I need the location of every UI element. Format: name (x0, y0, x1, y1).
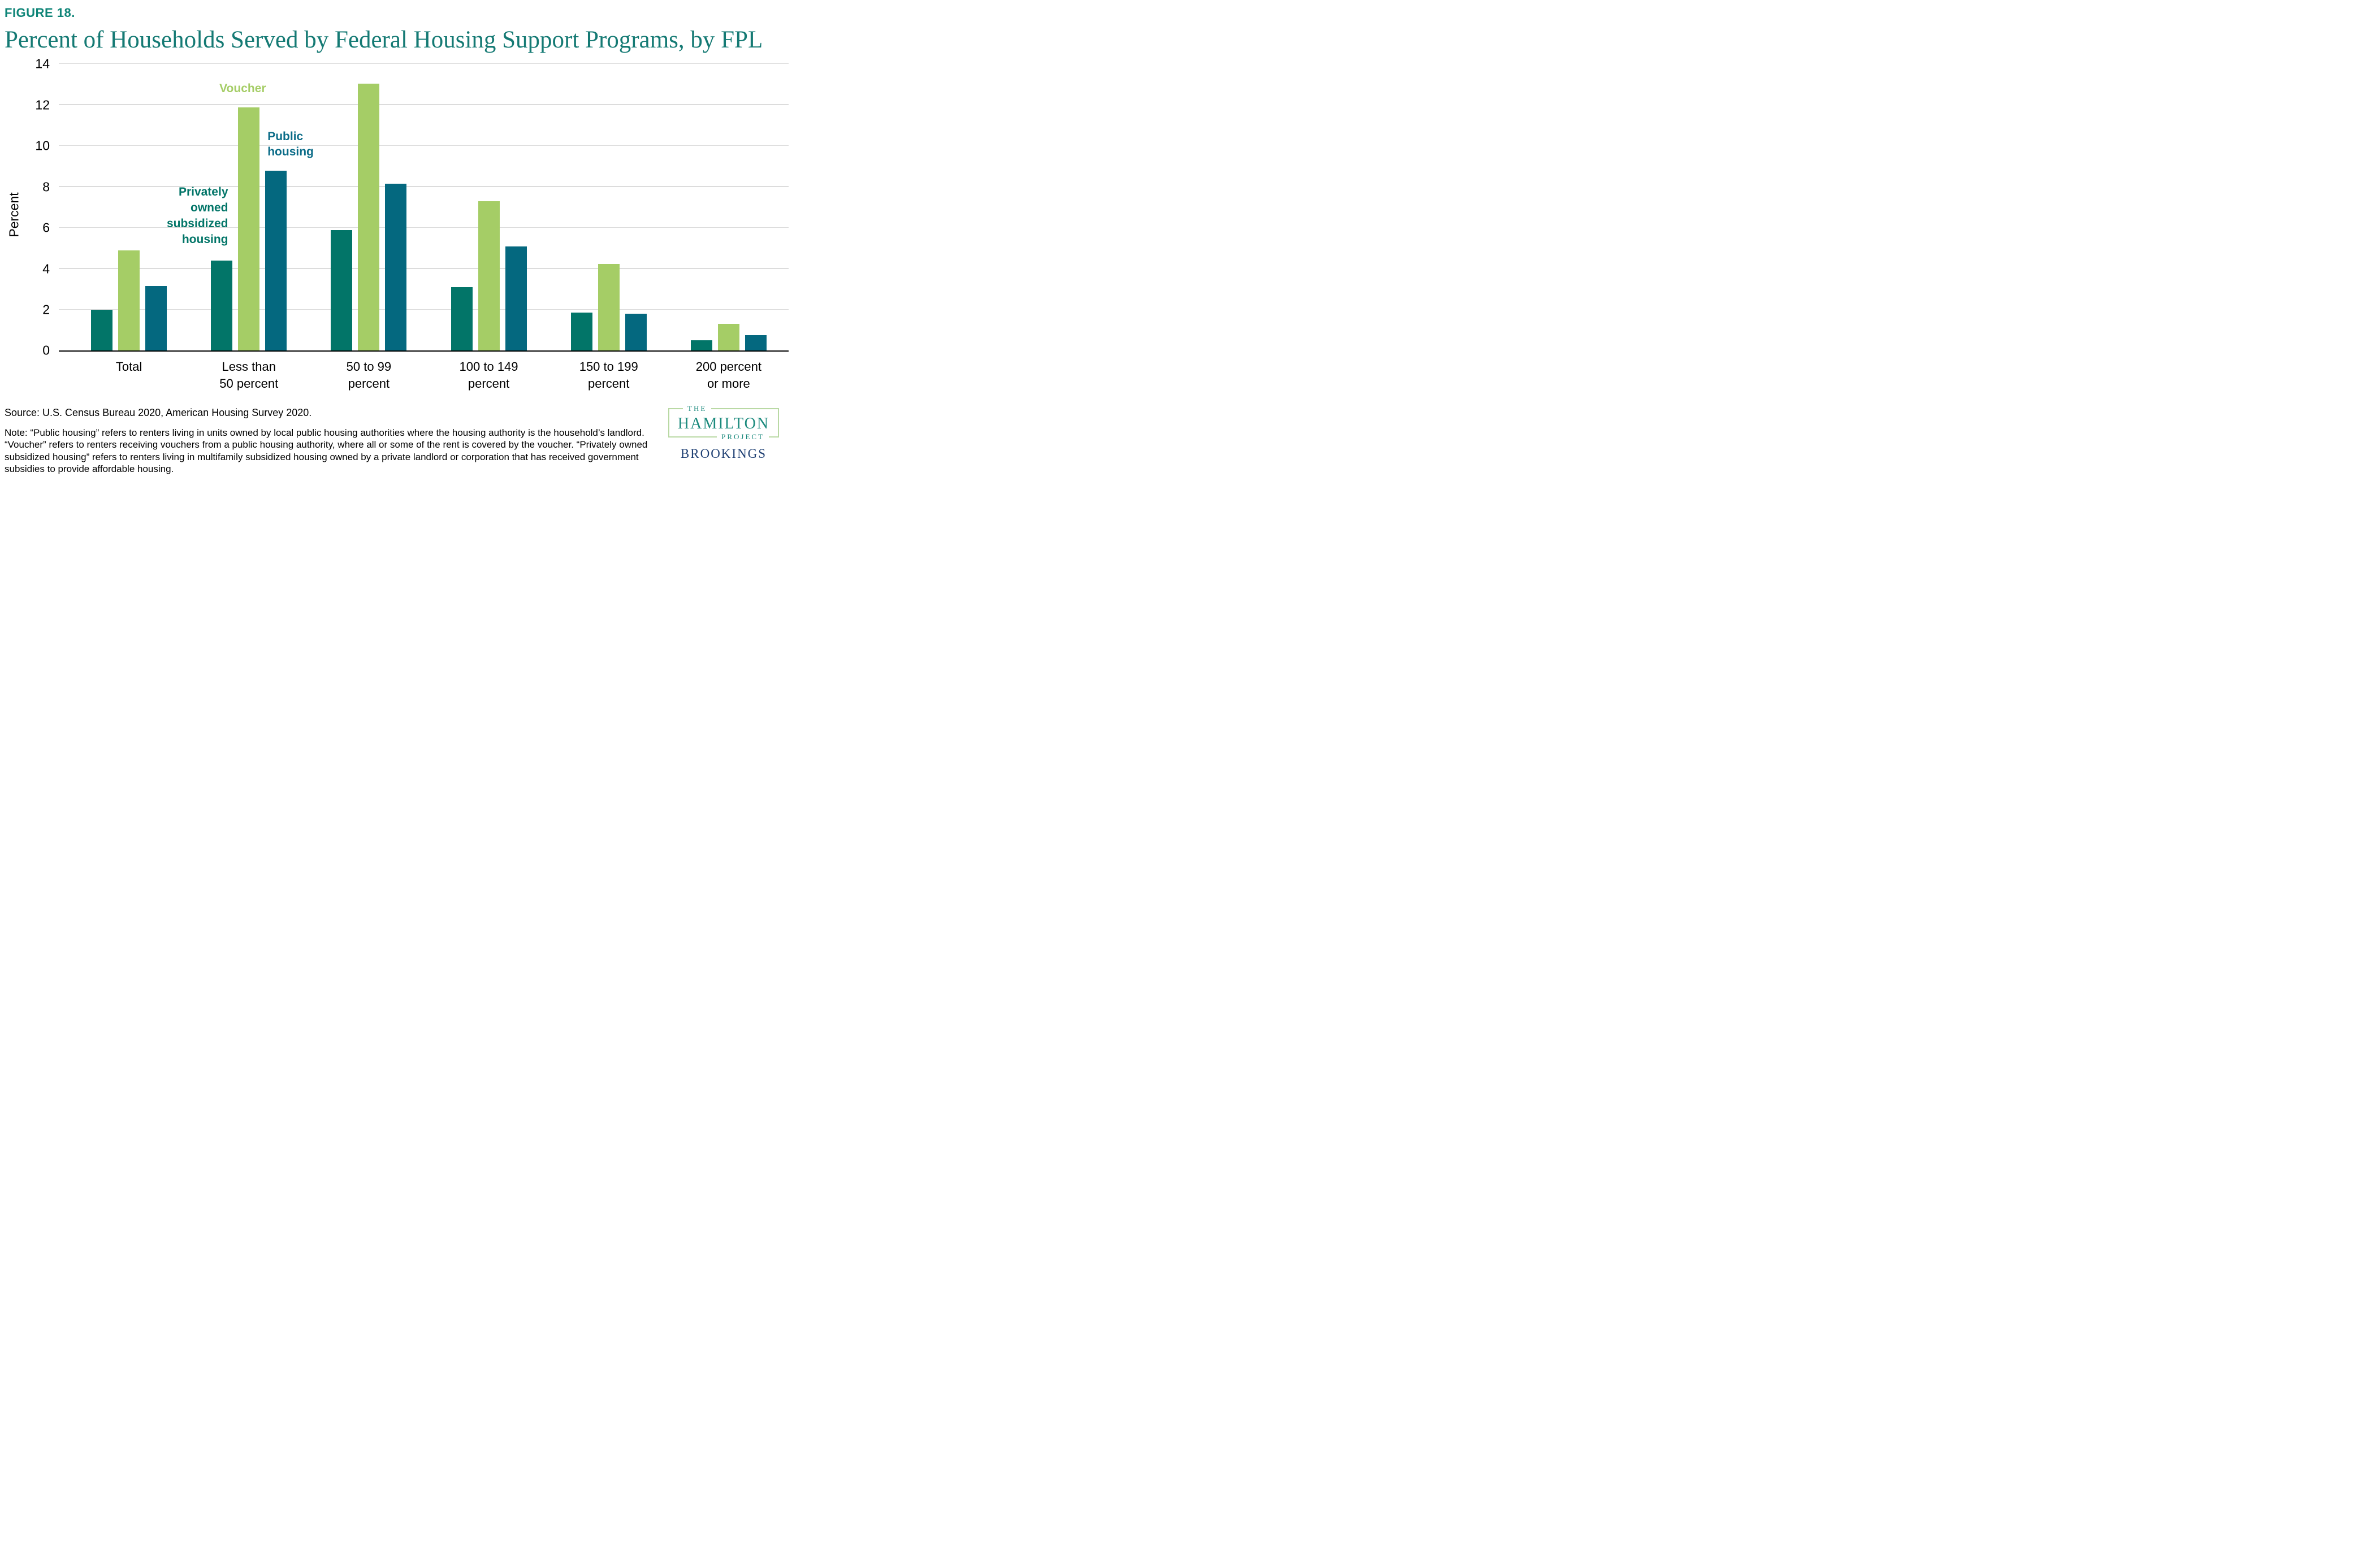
x-axis-label-150-to-199: 150 to 199 percent (579, 359, 638, 391)
hamilton-project-logo-box: THE HAMILTON PROJECT (668, 404, 779, 441)
hamilton-project-brookings-logo: THE HAMILTON PROJECT BROOKINGS (659, 404, 789, 475)
x-axis-label-50-to-99: 50 to 99 percent (346, 359, 392, 391)
gridline-12 (59, 104, 789, 105)
logo-project-text: PROJECT (717, 432, 769, 441)
privately-owned-series-label: Privately owned subsidized housing (166, 185, 228, 246)
plot-column: 0 2 4 6 8 10 12 14 Voucher Public housing Privately… (35, 57, 789, 392)
y-tick-label-14: 14 (35, 56, 50, 71)
bar-group-50-to-99 (331, 64, 407, 351)
source-text: Source: U.S. Census Bureau 2020, America… (5, 406, 312, 418)
bar-voucher (118, 250, 140, 351)
y-tick-label-0: 0 (42, 343, 50, 358)
bar-privately-owned-subsidized-housing (451, 287, 473, 351)
footer-text-block: Source: U.S. Census Bureau 2020, America… (5, 407, 659, 475)
bar-privately-owned-subsidized-housing (211, 261, 233, 351)
y-tick-label-12: 12 (35, 97, 50, 112)
x-axis-labels: Total Less than 50 percent 50 to 99 percent 1… (59, 358, 789, 392)
gridline-2 (59, 309, 789, 310)
bar-public-housing (745, 335, 767, 351)
logo-hamilton-text: HAMILTON (677, 414, 770, 432)
bar-public-housing (505, 246, 527, 351)
bar-privately-owned-subsidized-housing (331, 229, 353, 351)
bar-group-200-percent (690, 64, 767, 351)
y-tick-label-8: 8 (42, 179, 50, 194)
y-tick-label-2: 2 (42, 302, 50, 317)
brookings-wordmark: BROOKINGS (680, 446, 767, 461)
bar-group-total (91, 64, 167, 351)
bar-privately-owned-subsidized-housing (91, 310, 113, 351)
y-axis-title-column: Percent (5, 64, 24, 392)
y-tick-label-6: 6 (42, 220, 50, 235)
note-text: Note: “Public housing” refers to renters… (5, 427, 648, 475)
public-housing-series-label: Public housing (267, 129, 314, 159)
plot-area: 0 2 4 6 8 10 12 14 Voucher Public housing Privately… (35, 57, 789, 357)
bar-public-housing (385, 184, 407, 351)
bar-privately-owned-subsidized-housing (690, 340, 712, 351)
x-axis-label-total: Total (115, 359, 142, 374)
bar-voucher (238, 107, 260, 351)
bar-public-housing (625, 314, 647, 351)
y-tick-label-4: 4 (42, 261, 50, 276)
bar-group-100-to-149 (451, 64, 527, 351)
gridline-14 (59, 63, 789, 64)
bar-public-housing (265, 170, 287, 351)
voucher-series-label: Voucher (219, 81, 266, 95)
x-axis-label-100-to-149: 100 to 149 percent (459, 359, 518, 391)
bar-voucher (598, 263, 620, 351)
gridline-4 (59, 268, 789, 269)
bar-public-housing (145, 286, 167, 351)
bar-voucher (358, 83, 380, 351)
x-axis-label-200-percent: 200 percent or more (695, 359, 761, 391)
bar-group-less-than (211, 64, 287, 351)
logo-the-text: THE (683, 404, 712, 413)
gridline-10 (59, 145, 789, 146)
bar-group-150-to-199 (570, 64, 647, 351)
y-axis-title: Percent (6, 192, 21, 238)
figure-footer: Source: U.S. Census Bureau 2020, America… (5, 404, 789, 475)
y-tick-label-10: 10 (35, 138, 50, 153)
bar-privately-owned-subsidized-housing (570, 313, 592, 351)
bar-chart: Percent 0 2 4 6 8 10 12 14 Voucher Public housing P… (5, 57, 789, 392)
gridline-8 (59, 186, 789, 187)
bar-groups (59, 64, 789, 351)
figure-label: FIGURE 18. (5, 6, 75, 20)
bar-voucher (478, 201, 500, 351)
x-axis-label-less-than: Less than 50 percent (219, 359, 279, 391)
gridline-6 (59, 227, 789, 228)
page-title: Percent of Households Served by Federal … (5, 27, 763, 53)
bar-voucher (717, 324, 739, 351)
figure-18-page: FIGURE 18. Percent of Households Served … (0, 0, 793, 514)
